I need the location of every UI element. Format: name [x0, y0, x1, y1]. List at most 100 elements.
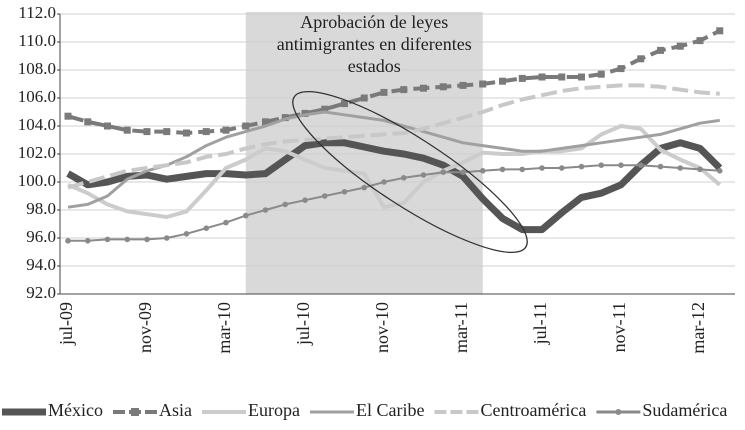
marker — [282, 201, 289, 208]
y-tick-label: 98.0 — [26, 199, 56, 218]
annotation: antimigrantes en diferentes — [277, 34, 472, 54]
marker — [104, 236, 111, 243]
series-line — [66, 139, 723, 234]
y-tick-label: 110.0 — [18, 31, 56, 50]
marker — [262, 118, 269, 126]
marker — [123, 126, 131, 134]
marker — [321, 193, 328, 199]
y-tick-label: 96.0 — [26, 227, 56, 246]
marker — [64, 112, 72, 120]
legend-marker — [615, 409, 622, 415]
legend-label: Sudamérica — [642, 400, 727, 420]
marker — [637, 162, 644, 168]
marker — [657, 46, 664, 54]
x-tick-label: jul-11 — [530, 302, 550, 345]
marker — [657, 163, 664, 170]
marker — [380, 88, 388, 96]
y-tick-label: 94.0 — [26, 255, 56, 274]
x-tick-label: mar-10 — [214, 302, 234, 354]
marker — [696, 37, 704, 45]
marker — [104, 122, 111, 130]
legend-marker — [130, 408, 139, 416]
marker — [637, 55, 645, 63]
marker — [381, 179, 387, 185]
marker — [302, 197, 308, 203]
marker — [242, 122, 250, 130]
marker — [617, 65, 625, 73]
marker — [518, 74, 526, 82]
marker — [420, 172, 427, 178]
marker — [400, 175, 407, 181]
marker — [676, 42, 684, 50]
x-tick-label: nov-11 — [609, 302, 629, 352]
marker — [144, 236, 150, 243]
series-line — [67, 29, 721, 135]
marker — [440, 169, 447, 175]
y-tick-label: 104.0 — [18, 115, 56, 134]
x-tick-label: nov-10 — [372, 302, 392, 353]
marker — [202, 128, 210, 136]
marker — [84, 238, 91, 244]
y-tick-label: 108.0 — [18, 59, 56, 78]
annotation: Aprobación de leyes — [300, 12, 448, 32]
marker — [183, 129, 190, 137]
highlight-layer — [245, 12, 483, 294]
marker — [163, 128, 171, 136]
marker — [439, 83, 447, 91]
marker — [558, 165, 565, 171]
marker — [222, 126, 230, 134]
y-tick-label: 106.0 — [18, 87, 56, 106]
highlight-ellipse — [292, 90, 528, 254]
marker — [539, 165, 545, 171]
legend-label: Europa — [248, 400, 300, 420]
series-line — [67, 83, 720, 190]
marker — [65, 238, 71, 244]
marker — [716, 168, 723, 174]
marker — [697, 166, 703, 173]
marker — [203, 225, 210, 231]
marker — [578, 163, 585, 170]
marker — [716, 27, 724, 35]
legend-label: Centroamérica — [480, 400, 586, 420]
series-line — [67, 124, 722, 219]
marker — [618, 162, 624, 168]
y-tick-label: 102.0 — [18, 143, 56, 162]
x-tick-label: nov-09 — [135, 302, 155, 353]
marker — [460, 169, 466, 175]
series-line — [68, 164, 720, 242]
marker — [519, 166, 526, 173]
x-tick-label: mar-12 — [688, 302, 708, 354]
marker — [459, 81, 467, 89]
marker — [499, 166, 506, 173]
marker — [242, 212, 249, 219]
y-tick-label: 92.0 — [26, 283, 56, 302]
marker — [677, 165, 684, 171]
x-tick-label: jul-10 — [293, 302, 313, 346]
y-tick-label: 112.0 — [18, 3, 56, 22]
marker — [597, 70, 605, 78]
marker — [479, 80, 487, 88]
marker — [578, 73, 585, 81]
marker — [124, 236, 131, 243]
marker — [143, 128, 151, 136]
marker — [400, 86, 408, 94]
marker — [538, 73, 546, 81]
marker — [84, 118, 92, 126]
marker — [223, 219, 229, 226]
marker — [420, 84, 427, 92]
marker — [558, 73, 566, 81]
highlight-band — [245, 12, 483, 294]
marker — [321, 105, 329, 113]
legend-label: Asia — [159, 400, 192, 420]
legend-label: El Caribe — [356, 400, 424, 420]
marker — [262, 207, 269, 213]
y-tick-label: 100.0 — [18, 171, 56, 190]
marker — [163, 235, 170, 241]
marker — [183, 231, 190, 237]
marker — [598, 162, 605, 168]
marker — [341, 100, 348, 108]
legend-label: México — [48, 400, 103, 420]
marker — [341, 189, 348, 195]
